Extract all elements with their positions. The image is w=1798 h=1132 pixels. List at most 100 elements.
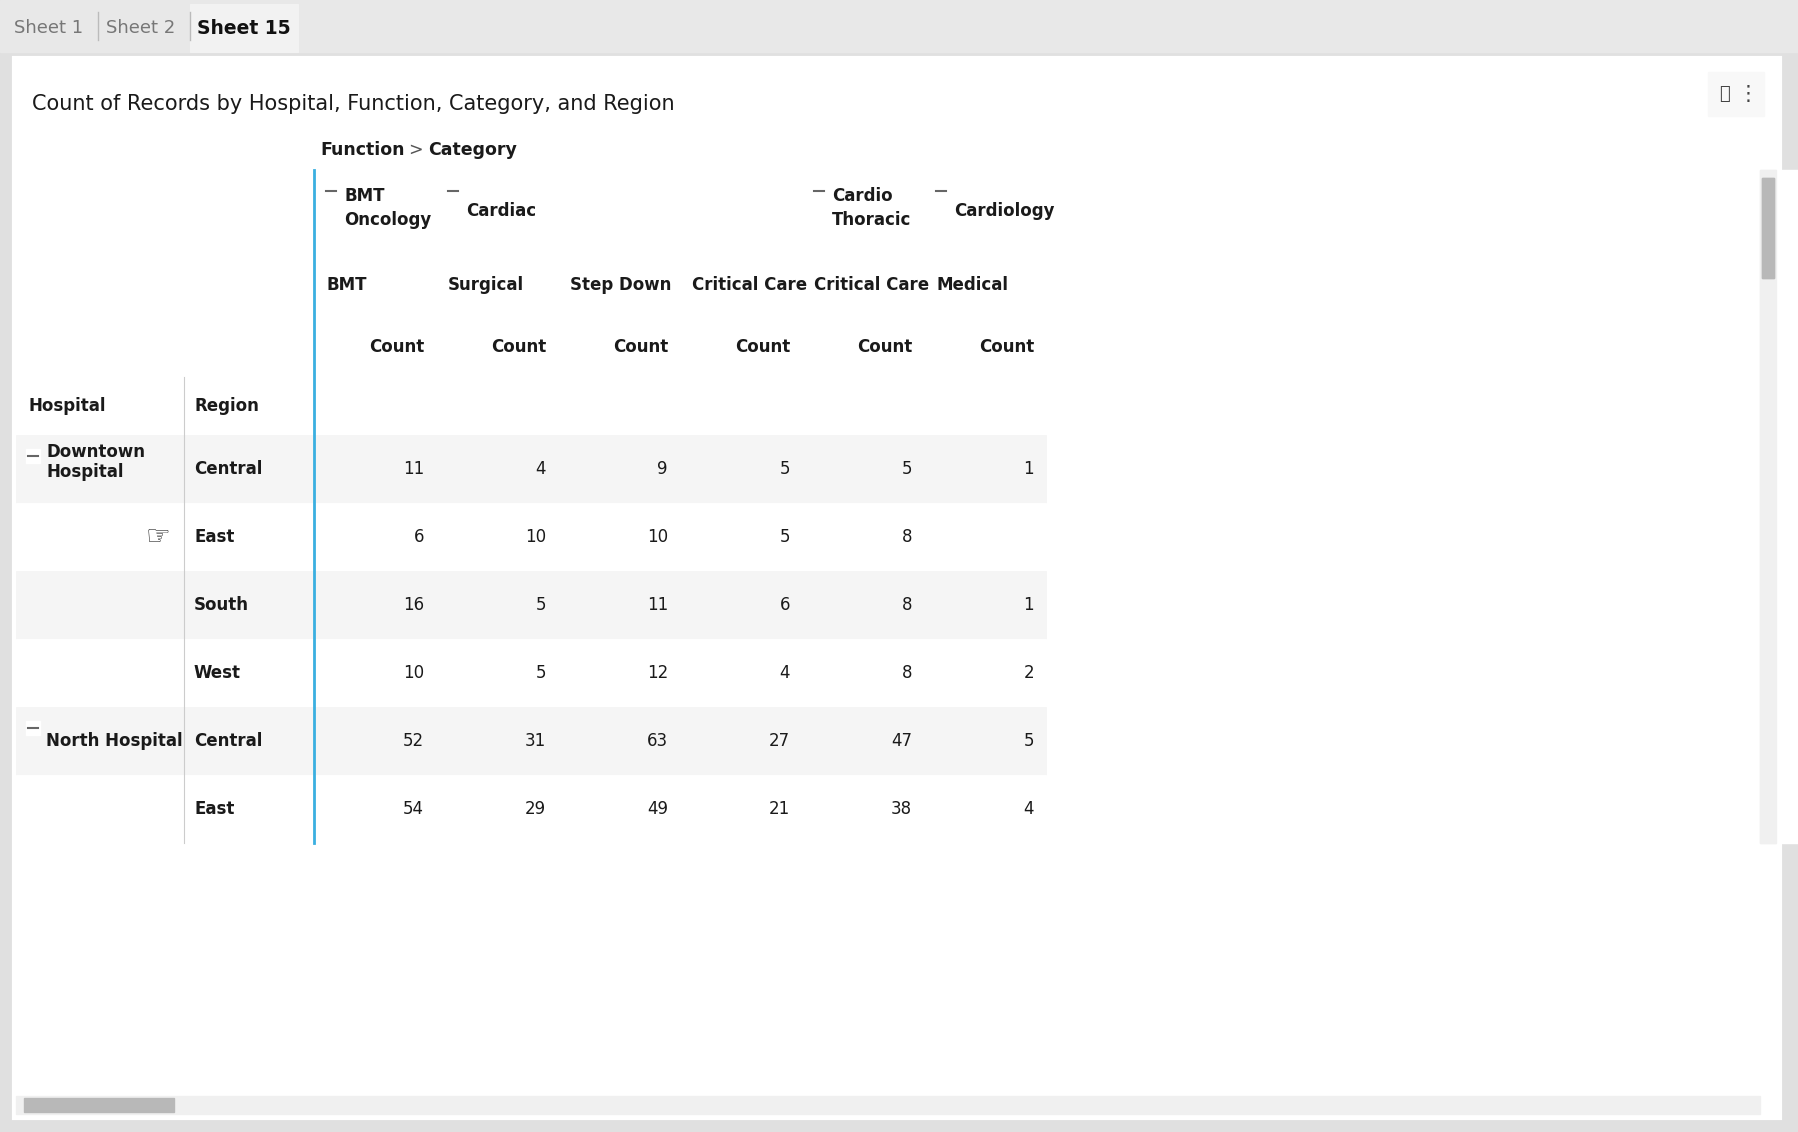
Bar xyxy=(183,775,315,843)
Bar xyxy=(924,571,1046,638)
Text: Hospital: Hospital xyxy=(29,397,106,415)
Text: Function: Function xyxy=(320,142,405,158)
Text: 8: 8 xyxy=(901,528,912,546)
Bar xyxy=(435,775,557,843)
Text: 10: 10 xyxy=(403,664,424,681)
Text: 54: 54 xyxy=(403,800,424,818)
Bar xyxy=(435,503,557,571)
Bar xyxy=(16,252,315,317)
Bar xyxy=(802,708,924,775)
Bar xyxy=(680,708,802,775)
Text: Cardiac: Cardiac xyxy=(466,201,536,220)
Bar xyxy=(924,170,1046,252)
Bar xyxy=(16,503,183,571)
Text: Step Down: Step Down xyxy=(570,275,671,293)
Text: Count: Count xyxy=(613,338,669,355)
Bar xyxy=(435,317,557,377)
Text: Critical Care: Critical Care xyxy=(814,275,930,293)
Bar xyxy=(16,775,183,843)
Text: 10: 10 xyxy=(647,528,669,546)
Text: 1: 1 xyxy=(1023,460,1034,478)
Text: 9: 9 xyxy=(658,460,669,478)
Bar xyxy=(802,252,924,317)
Bar xyxy=(680,571,802,638)
Bar xyxy=(1762,178,1775,278)
Bar xyxy=(183,503,315,571)
Bar xyxy=(183,435,315,503)
Bar xyxy=(680,377,802,435)
Bar xyxy=(1760,170,1776,843)
Text: Medical: Medical xyxy=(937,275,1009,293)
Text: 4: 4 xyxy=(780,664,789,681)
Bar xyxy=(16,435,183,503)
Bar xyxy=(802,377,924,435)
Bar xyxy=(557,317,680,377)
Bar xyxy=(315,708,435,775)
Text: 5: 5 xyxy=(780,460,789,478)
Bar xyxy=(191,5,298,52)
Bar xyxy=(183,571,315,638)
Bar xyxy=(315,170,435,252)
Bar xyxy=(435,708,557,775)
Text: 11: 11 xyxy=(403,460,424,478)
Text: 31: 31 xyxy=(525,732,547,751)
Bar xyxy=(16,170,315,252)
Bar xyxy=(680,503,802,571)
Bar xyxy=(557,435,680,503)
Bar xyxy=(557,775,680,843)
Bar xyxy=(16,638,183,708)
Text: 52: 52 xyxy=(403,732,424,751)
Bar xyxy=(680,435,802,503)
Text: South: South xyxy=(194,597,248,614)
Bar xyxy=(557,638,680,708)
Text: 2: 2 xyxy=(1023,664,1034,681)
Bar xyxy=(680,775,802,843)
Text: 6: 6 xyxy=(414,528,424,546)
Bar xyxy=(183,377,315,435)
Text: Category: Category xyxy=(428,142,516,158)
Bar xyxy=(435,571,557,638)
Text: BMT: BMT xyxy=(343,187,385,205)
Bar xyxy=(0,0,1798,52)
Bar xyxy=(446,185,460,198)
Bar xyxy=(324,185,338,198)
Bar xyxy=(315,638,435,708)
Bar xyxy=(1760,170,1776,843)
Text: Sheet 1: Sheet 1 xyxy=(14,19,83,37)
Bar xyxy=(802,503,924,571)
Text: 5: 5 xyxy=(901,460,912,478)
Bar xyxy=(315,571,435,638)
Bar xyxy=(435,638,557,708)
Text: >: > xyxy=(408,142,423,158)
Bar xyxy=(924,503,1046,571)
Bar xyxy=(315,435,435,503)
Bar xyxy=(680,317,802,377)
Text: Count: Count xyxy=(491,338,547,355)
Text: 6: 6 xyxy=(780,597,789,614)
Text: Central: Central xyxy=(194,460,263,478)
Text: 63: 63 xyxy=(647,732,669,751)
Bar xyxy=(924,377,1046,435)
Bar xyxy=(802,170,924,252)
Bar xyxy=(924,775,1046,843)
Text: Downtown: Downtown xyxy=(47,443,146,461)
Text: 16: 16 xyxy=(403,597,424,614)
Bar xyxy=(802,775,924,843)
Bar xyxy=(16,317,315,377)
Bar xyxy=(25,721,40,735)
Bar xyxy=(557,377,680,435)
Bar xyxy=(802,435,924,503)
Bar xyxy=(435,435,557,503)
Bar xyxy=(813,185,825,198)
Text: 5: 5 xyxy=(780,528,789,546)
Text: 4: 4 xyxy=(536,460,547,478)
Text: Count of Records by Hospital, Function, Category, and Region: Count of Records by Hospital, Function, … xyxy=(32,94,674,114)
Bar xyxy=(680,638,802,708)
Text: ☞: ☞ xyxy=(146,523,171,551)
Text: East: East xyxy=(194,528,234,546)
Bar xyxy=(1760,170,1780,843)
Text: Region: Region xyxy=(194,397,259,415)
Bar xyxy=(557,503,680,571)
Bar xyxy=(315,377,435,435)
Bar xyxy=(315,317,435,377)
